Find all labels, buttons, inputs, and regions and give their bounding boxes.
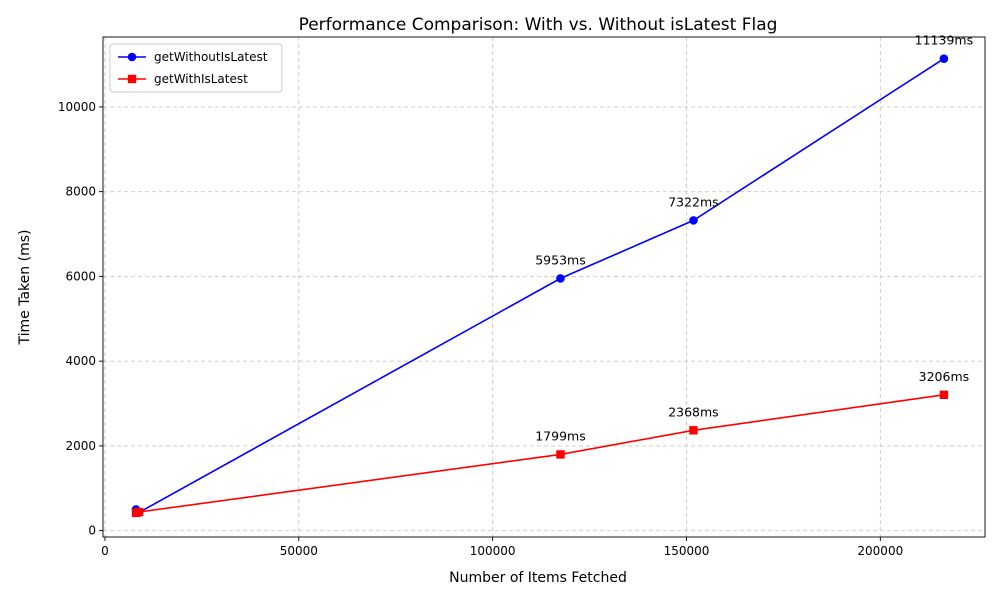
data-point-square bbox=[689, 426, 698, 435]
grid bbox=[103, 37, 985, 537]
legend-label: getWithoutIsLatest bbox=[154, 50, 268, 64]
legend-label: getWithIsLatest bbox=[154, 72, 248, 86]
x-tick-label: 100000 bbox=[470, 544, 516, 558]
legend-item: getWithoutIsLatest bbox=[118, 50, 268, 64]
y-tick-label: 2000 bbox=[65, 439, 96, 453]
y-tick-label: 10000 bbox=[58, 100, 96, 114]
data-labels: 5953ms 7322ms 11139ms 1799ms 2368ms 3206ms bbox=[535, 33, 973, 444]
legend: getWithoutIsLatest getWithIsLatest bbox=[109, 43, 283, 93]
x-tick-label: 0 bbox=[101, 544, 109, 558]
axis-ticks: 0 50000 100000 150000 200000 0 2000 4000 6000 800… bbox=[58, 100, 903, 558]
data-label: 7322ms bbox=[668, 194, 719, 209]
plot-frame bbox=[102, 36, 986, 538]
x-tick-label: 150000 bbox=[664, 544, 710, 558]
y-tick-label: 4000 bbox=[65, 354, 96, 368]
chart-title: Performance Comparison: With vs. Without… bbox=[299, 15, 778, 35]
data-point-circle bbox=[556, 274, 565, 283]
legend-marker-square bbox=[127, 74, 137, 84]
legend-box bbox=[109, 43, 283, 93]
y-tick-label: 8000 bbox=[65, 185, 96, 199]
x-tick-label: 200000 bbox=[857, 544, 903, 558]
data-label: 2368ms bbox=[668, 404, 719, 419]
y-axis-title: Time Taken (ms) bbox=[17, 230, 33, 346]
data-point-circle bbox=[689, 216, 698, 225]
data-label: 1799ms bbox=[535, 428, 586, 443]
data-label: 5953ms bbox=[535, 252, 586, 267]
series-getWithIsLatest bbox=[131, 390, 949, 518]
series-layer bbox=[131, 54, 949, 518]
data-point-square bbox=[939, 390, 949, 399]
y-tick-label: 0 bbox=[88, 524, 96, 538]
data-label: 3206ms bbox=[919, 369, 970, 384]
data-point-square bbox=[134, 507, 144, 517]
data-point-square bbox=[556, 450, 565, 459]
data-point-circle bbox=[939, 54, 949, 63]
data-label: 11139ms bbox=[915, 33, 973, 48]
y-tick-label: 6000 bbox=[65, 269, 96, 283]
legend-item: getWithIsLatest bbox=[118, 72, 248, 86]
x-axis-title: Number of Items Fetched bbox=[449, 570, 627, 586]
legend-marker-circle bbox=[127, 52, 137, 62]
x-tick-label: 50000 bbox=[280, 544, 318, 558]
